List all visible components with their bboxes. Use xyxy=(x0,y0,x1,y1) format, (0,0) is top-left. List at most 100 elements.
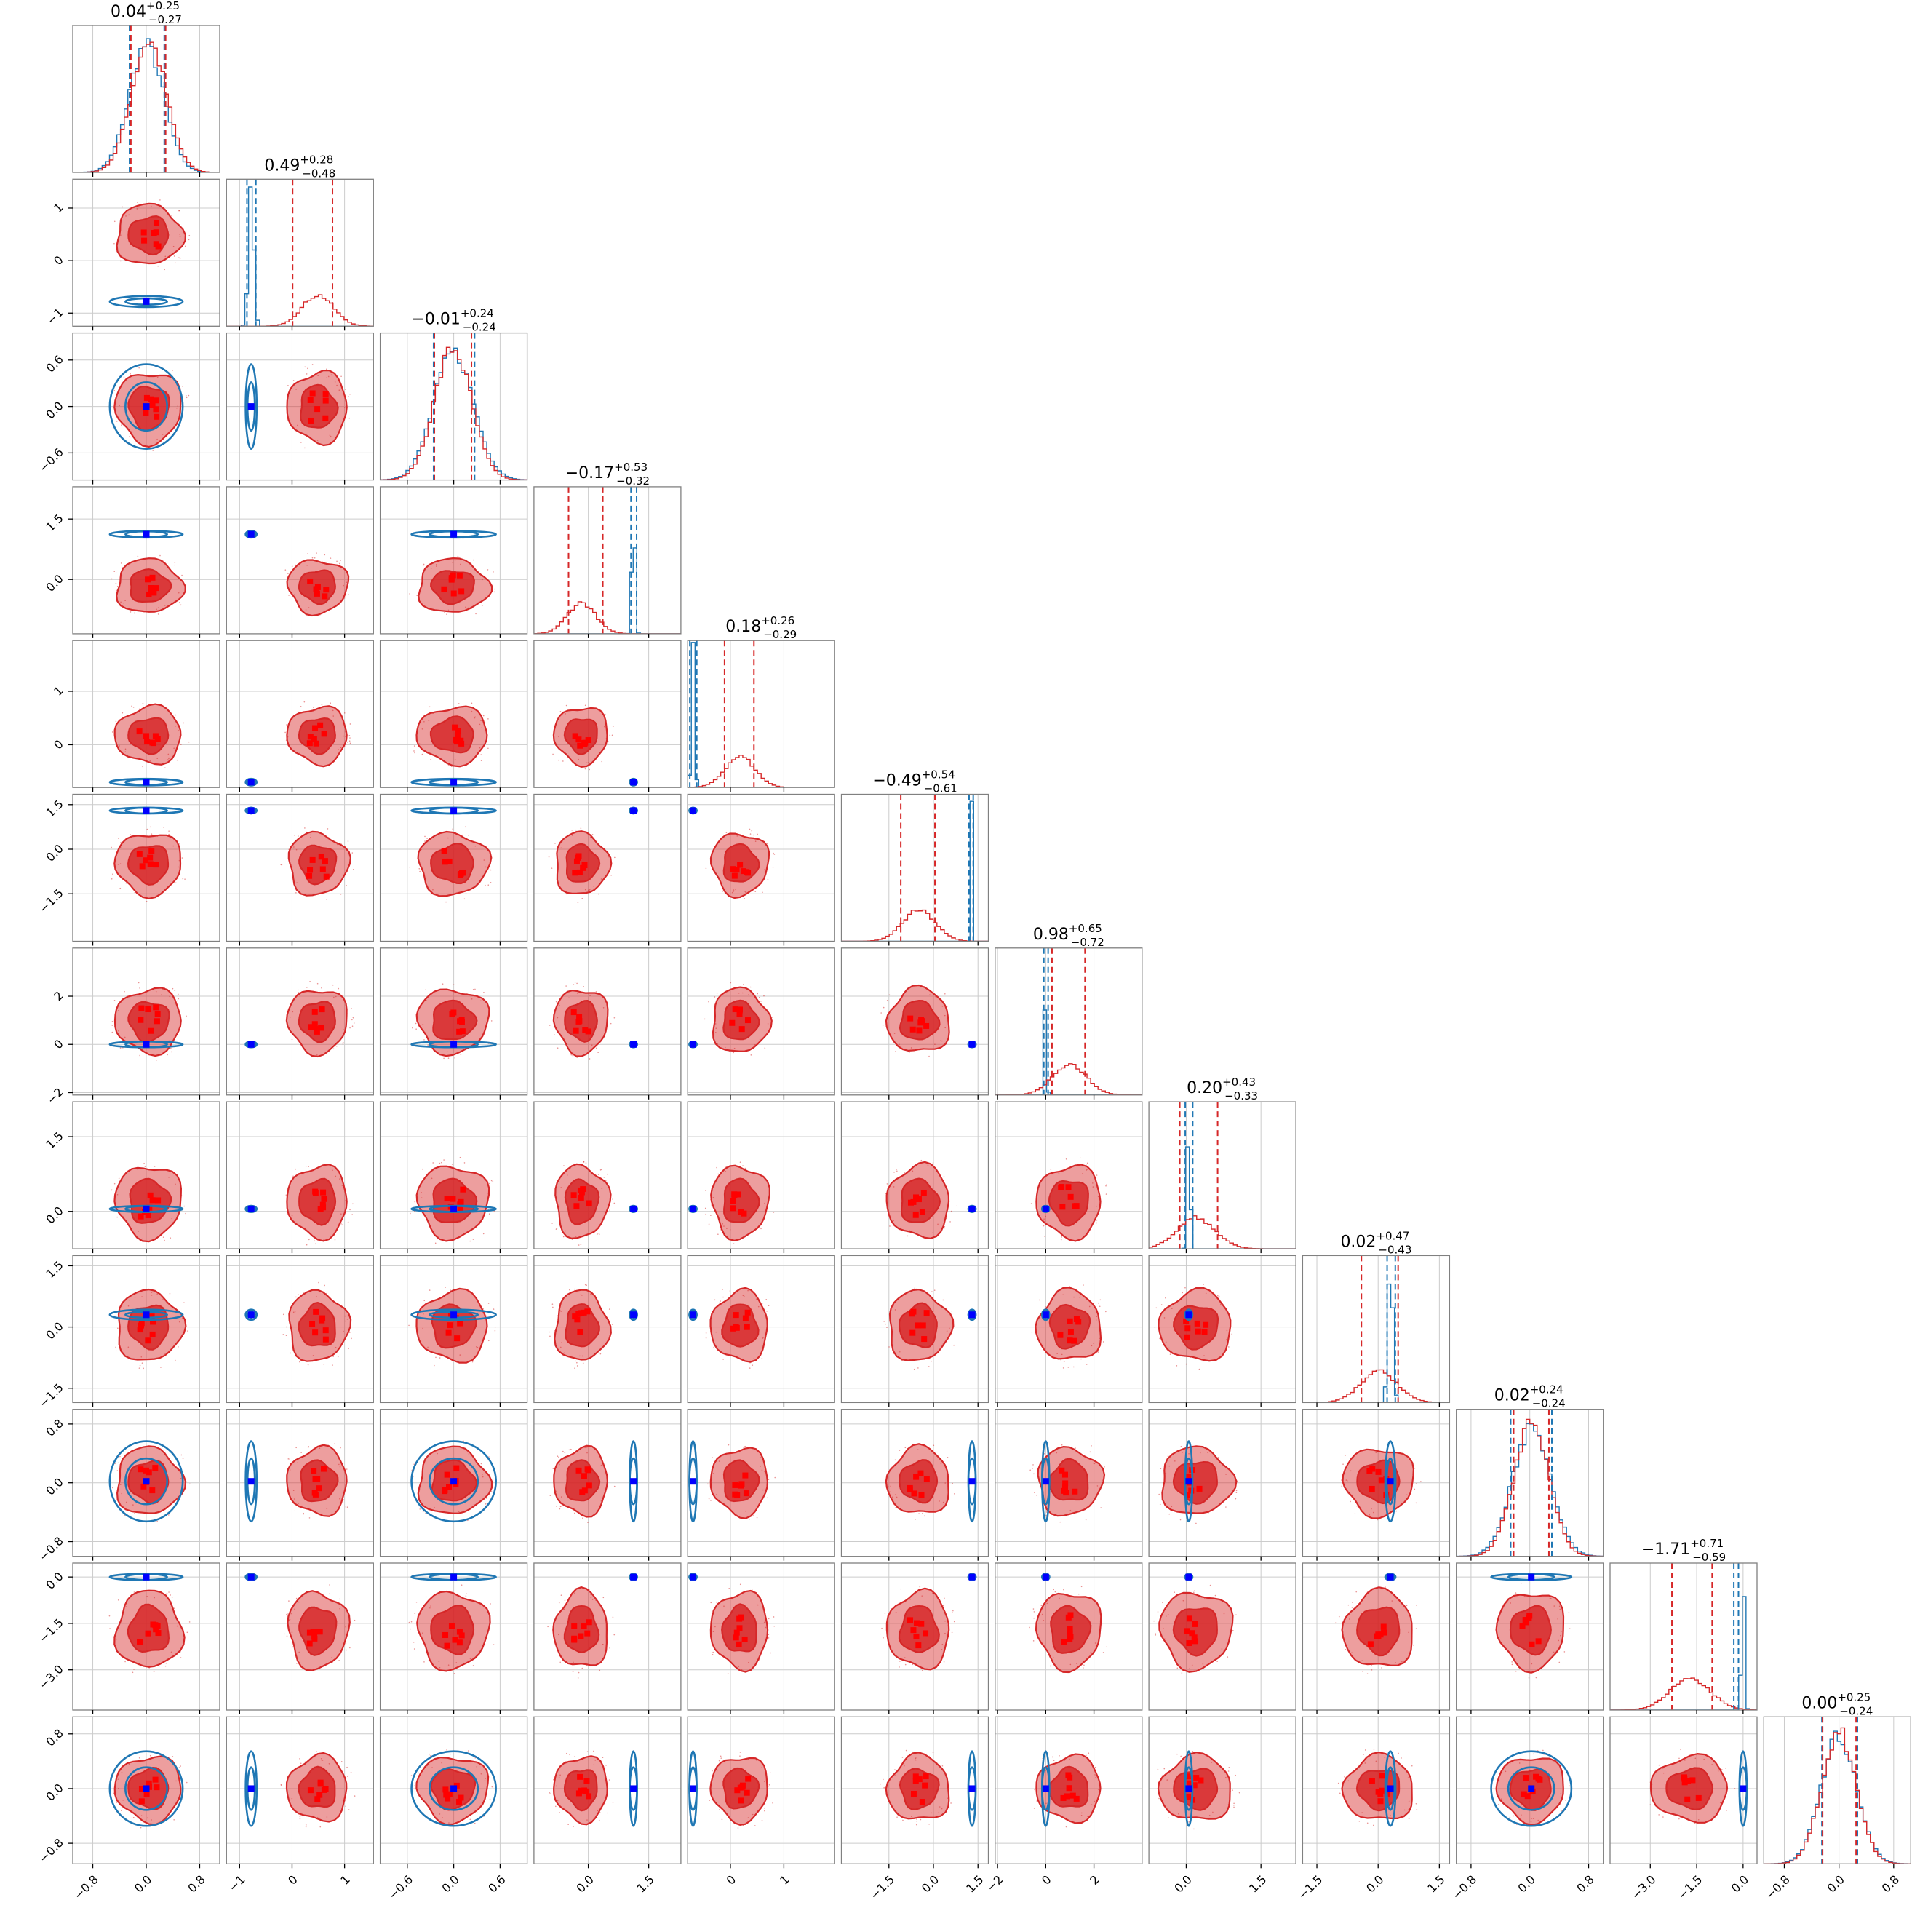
y-tick-label: 1.5 xyxy=(43,1258,65,1281)
posterior-marker xyxy=(319,1006,325,1013)
posterior-sample xyxy=(287,385,289,386)
posterior-sample xyxy=(178,866,179,868)
posterior-sample xyxy=(1366,1673,1369,1675)
posterior-sample xyxy=(164,767,166,768)
posterior-marker xyxy=(1059,1467,1065,1474)
posterior-sample xyxy=(894,1459,896,1461)
posterior-sample xyxy=(1532,1818,1534,1819)
posterior-marker xyxy=(573,858,580,864)
panel-content xyxy=(380,1563,527,1710)
posterior-marker xyxy=(138,1466,144,1473)
posterior-sample xyxy=(477,1346,479,1348)
posterior-marker xyxy=(441,586,447,592)
posterior-sample xyxy=(728,1444,730,1446)
posterior-sample xyxy=(1033,1617,1035,1619)
posterior-marker xyxy=(581,1473,587,1479)
title-plus: +0.26 xyxy=(761,614,794,627)
posterior-sample xyxy=(112,873,113,875)
posterior-sample xyxy=(316,982,319,985)
posterior-marker xyxy=(143,1467,149,1474)
posterior-sample xyxy=(1065,1158,1067,1160)
truth-marker xyxy=(630,1785,637,1792)
posterior-sample xyxy=(577,902,579,903)
posterior-marker xyxy=(584,1630,591,1637)
posterior-sample xyxy=(316,1751,317,1752)
posterior-marker xyxy=(1537,1776,1543,1783)
posterior-sample xyxy=(712,1197,714,1198)
posterior-sample xyxy=(122,566,123,568)
truth-marker xyxy=(968,1311,976,1319)
posterior-sample xyxy=(569,1289,570,1291)
truth-marker xyxy=(450,1478,458,1485)
posterior-marker xyxy=(145,1006,151,1013)
posterior-sample xyxy=(316,440,319,441)
posterior-marker xyxy=(457,1201,463,1208)
reference-histogram xyxy=(1764,1730,1911,1864)
posterior-sample xyxy=(179,258,181,259)
posterior-sample xyxy=(1363,1754,1364,1755)
posterior-sample xyxy=(172,245,175,247)
posterior-sample xyxy=(487,718,489,720)
posterior-sample xyxy=(128,1763,130,1765)
posterior-sample xyxy=(580,1244,582,1246)
posterior-sample xyxy=(575,1360,576,1362)
panel-frame xyxy=(840,1716,989,1864)
posterior-sample xyxy=(412,1476,414,1478)
posterior-sample xyxy=(1223,1613,1225,1615)
x-tick-label: 0.8 xyxy=(1574,1872,1596,1895)
posterior-sample xyxy=(410,1212,411,1215)
reference-contour-outer xyxy=(244,530,258,539)
posterior-sample xyxy=(424,1513,426,1514)
posterior-sample xyxy=(1053,1657,1054,1658)
posterior-sample xyxy=(173,747,175,749)
posterior-sample xyxy=(1531,1818,1532,1820)
posterior-marker xyxy=(920,1190,927,1196)
posterior-sample xyxy=(127,1346,130,1348)
posterior-sample xyxy=(159,554,161,557)
posterior-marker xyxy=(737,862,744,868)
posterior-sample xyxy=(119,405,121,407)
posterior-sample xyxy=(465,1595,467,1597)
posterior-marker xyxy=(1067,1634,1074,1640)
posterior-sample xyxy=(609,1647,610,1649)
posterior-sample xyxy=(139,987,140,989)
posterior-sample xyxy=(1086,1169,1088,1171)
truth-marker xyxy=(247,1041,255,1048)
posterior-histogram xyxy=(73,41,220,172)
posterior-sample xyxy=(1163,1317,1166,1319)
panel-content xyxy=(380,794,527,942)
reference-contour-outer xyxy=(1184,1308,1194,1321)
posterior-sample xyxy=(164,269,165,271)
posterior-sample xyxy=(938,1812,939,1813)
posterior-sample xyxy=(716,1493,717,1495)
panel-2-1 xyxy=(226,332,374,485)
posterior-sample xyxy=(1339,1792,1341,1794)
posterior-sample xyxy=(591,1044,593,1046)
posterior-sample xyxy=(345,1320,346,1322)
posterior-sample xyxy=(479,723,481,726)
reference-contour-outer xyxy=(410,530,497,539)
posterior-sample xyxy=(1080,1815,1083,1816)
panel-8-3 xyxy=(533,1255,682,1407)
posterior-sample xyxy=(943,1176,945,1177)
posterior-sample xyxy=(185,1212,186,1215)
panel-content xyxy=(73,1102,220,1249)
posterior-histogram xyxy=(380,346,527,480)
posterior-sample xyxy=(350,1771,352,1773)
posterior-sample xyxy=(443,1159,445,1161)
posterior-sample xyxy=(722,890,724,892)
panel-frame xyxy=(226,1562,374,1711)
posterior-sample xyxy=(485,1498,487,1499)
posterior-sample xyxy=(578,758,580,760)
posterior-sample xyxy=(1354,1513,1356,1515)
posterior-sample xyxy=(111,1189,112,1191)
posterior-sample xyxy=(339,1178,340,1180)
posterior-sample xyxy=(453,1673,455,1674)
posterior-sample xyxy=(1533,1753,1534,1755)
posterior-marker xyxy=(1379,1787,1385,1794)
posterior-sample xyxy=(929,994,931,995)
truth-marker xyxy=(1528,1573,1535,1581)
panel-10-3 xyxy=(533,1562,682,1714)
posterior-marker xyxy=(1681,1779,1688,1786)
posterior-sample xyxy=(581,1355,583,1357)
